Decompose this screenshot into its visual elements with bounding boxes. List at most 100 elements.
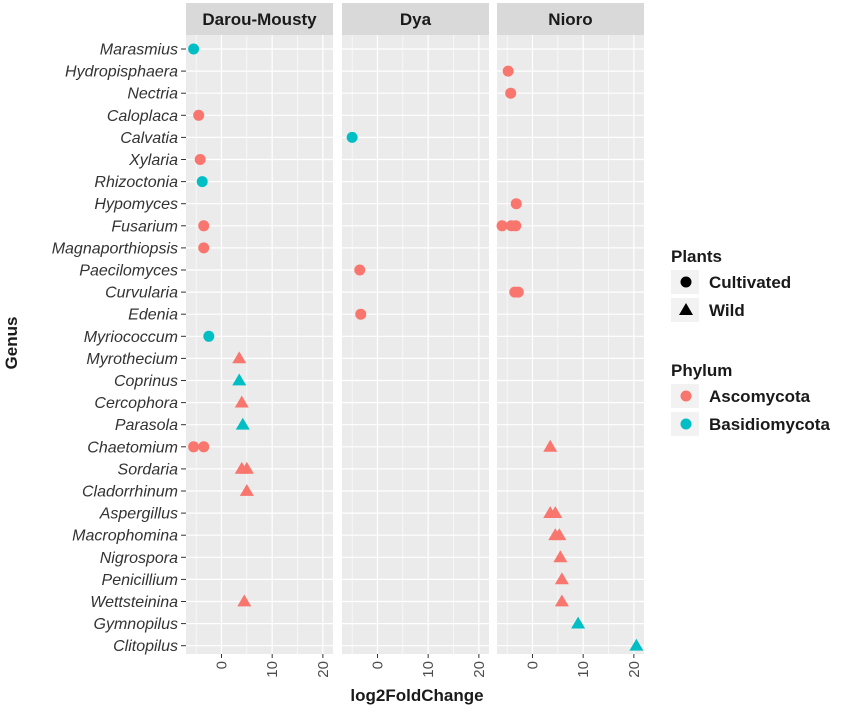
y-tick-label: Myriococcum (84, 329, 178, 346)
data-point-wild-aspergillus (548, 506, 563, 518)
y-axis: Marasmius Hydropisphaera Nectria Caloplaca C… (52, 42, 186, 655)
y-tick-label: Chaetomium (87, 439, 178, 456)
data-point-wild-parasola (235, 417, 250, 430)
data-point-cultivated-myriococcum (203, 330, 215, 342)
y-tick-label: Caloplaca (107, 108, 178, 125)
legend-key-circle (680, 276, 692, 288)
y-tick-label: Edenia (128, 307, 178, 324)
data-point-wild-penicillium (554, 572, 569, 585)
data-point-cultivated-marasmius (188, 43, 200, 55)
data-point-wild-sordaria (239, 461, 254, 474)
data-point-cultivated-hypomyces (510, 198, 522, 210)
y-tick-label: Coprinus (114, 373, 178, 390)
y-tick-label: Nigrospora (100, 550, 178, 567)
x-tick-label: 0 (369, 661, 386, 669)
data-point-wild-clitopilus (629, 638, 644, 651)
x-tick-label: 10 (420, 661, 437, 678)
facet-strip (497, 3, 644, 35)
data-point-cultivated-fusarium (198, 220, 210, 232)
y-tick-label: Magnaporthiopsis (52, 240, 178, 257)
data-point-cultivated-rhizoctonia (196, 176, 208, 188)
legend-key-color (680, 418, 692, 430)
y-tick-label: Myrothecium (86, 351, 178, 368)
legend-plants: Plants Cultivated Wild (671, 247, 791, 322)
panel-background (186, 35, 333, 654)
facet-strip-label: Nioro (548, 10, 592, 29)
facet-strip-label: Dya (400, 10, 432, 29)
data-point-wild-gymnopilus (571, 616, 586, 629)
data-point-cultivated-fusarium (510, 220, 522, 232)
y-tick-label: Calvatia (120, 130, 178, 147)
data-point-cultivated-fusarium (496, 220, 508, 232)
y-tick-label: Hypomyces (94, 196, 178, 213)
data-point-wild-myrothecium (232, 351, 247, 364)
x-tick-label: 0 (213, 661, 230, 669)
y-tick-label: Gymnopilus (94, 616, 178, 633)
x-axis: 0 10 20 0 10 20 0 10 20 (213, 654, 643, 678)
x-tick-label: 10 (264, 661, 281, 678)
data-point-wild-macrophomina (552, 528, 567, 541)
y-tick-label: Nectria (127, 86, 178, 103)
data-point-cultivated-magnaporthiopsis (198, 242, 210, 254)
y-axis-title: Genus (2, 317, 21, 370)
facet-nioro: Nioro (497, 3, 644, 654)
data-point-cultivated-hydropisphaera (502, 65, 514, 77)
legend-label: Ascomycota (709, 387, 811, 406)
y-tick-label: Fusarium (111, 218, 178, 235)
panel-background (342, 35, 489, 654)
data-point-cultivated-chaetomium (188, 441, 200, 453)
data-point-cultivated-nectria (505, 87, 517, 99)
data-points (188, 43, 644, 651)
facet-panels: Darou-Mousty Dya Nioro (186, 3, 644, 654)
panel-background (497, 35, 644, 654)
data-point-cultivated-curvularia (512, 286, 524, 298)
data-point-wild-chaetomium (543, 439, 558, 452)
x-tick-label: 20 (471, 661, 488, 678)
y-tick-label: Marasmius (100, 42, 178, 59)
facet-strip-label: Darou-Mousty (202, 10, 317, 29)
legend-label: Cultivated (709, 273, 791, 292)
y-tick-label: Macrophomina (72, 528, 178, 545)
y-tick-label: Clitopilus (113, 638, 178, 655)
legend: Plants Cultivated Wild Phylum Ascomycota Basi… (671, 247, 830, 436)
y-tick-label: Curvularia (105, 285, 178, 302)
data-point-wild-wettsteinina (237, 594, 252, 607)
data-point-wild-cercophora (234, 395, 249, 408)
y-tick-label: Aspergillus (99, 506, 178, 523)
legend-key-triangle (679, 303, 693, 315)
data-point-wild-cladorrhinum (239, 484, 254, 496)
facet-strip (342, 3, 489, 35)
y-tick-label: Xylaria (128, 152, 178, 169)
y-tick-label: Paecilomyces (79, 263, 178, 280)
x-axis-title: log2FoldChange (350, 686, 483, 705)
y-tick-label: Cladorrhinum (82, 484, 178, 501)
data-point-cultivated-calvatia (346, 131, 358, 143)
y-tick-label: Penicillium (102, 572, 178, 589)
facet-darou-mousty: Darou-Mousty (186, 3, 333, 654)
y-tick-label: Parasola (115, 417, 178, 434)
facet-strip (186, 3, 333, 35)
legend-phylum: Phylum Ascomycota Basidiomycota (671, 361, 830, 436)
data-point-cultivated-xylaria (194, 154, 206, 165)
facet-dya: Dya (342, 3, 489, 654)
legend-label: Wild (709, 301, 745, 320)
y-tick-label: Cercophora (94, 395, 178, 412)
x-tick-label: 20 (626, 661, 643, 678)
y-tick-label: Sordaria (118, 461, 179, 478)
data-point-cultivated-caloplaca (193, 109, 205, 121)
legend-key-color (680, 390, 692, 402)
data-point-cultivated-paecilomyces (354, 264, 366, 276)
y-tick-label: Rhizoctonia (94, 174, 178, 191)
data-point-wild-wettsteinina (554, 594, 569, 607)
data-point-wild-coprinus (232, 373, 247, 386)
data-point-cultivated-chaetomium (198, 441, 210, 453)
x-tick-label: 0 (524, 661, 541, 669)
x-tick-label: 20 (315, 661, 332, 678)
data-point-wild-nigrospora (553, 550, 568, 563)
y-tick-label: Wettsteinina (90, 594, 178, 611)
x-tick-label: 10 (575, 661, 592, 678)
data-point-cultivated-edenia (355, 308, 367, 320)
y-tick-label: Hydropisphaera (65, 64, 178, 81)
legend-label: Basidiomycota (709, 415, 830, 434)
